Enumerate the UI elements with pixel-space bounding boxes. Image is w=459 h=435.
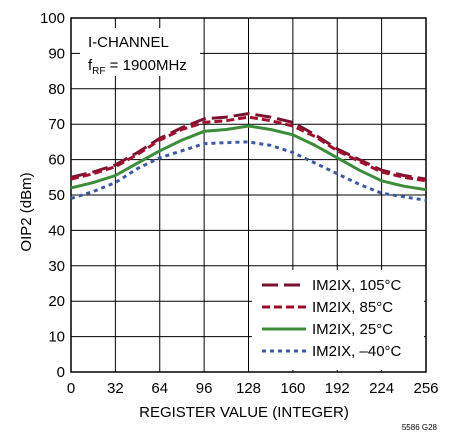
legend: IM2IX, 105°C IM2IX, 85°C IM2IX, 25°C IM2IX,… xyxy=(252,270,424,370)
y-tick-label: 10 xyxy=(48,329,65,346)
plot-frame xyxy=(70,17,427,373)
x-tick-label: 64 xyxy=(151,380,168,397)
annotation-box: I-CHANNEL fRF = 1900MHz xyxy=(80,28,200,77)
y-tick-label: 90 xyxy=(48,45,65,62)
y-tick-label: 20 xyxy=(48,293,65,310)
x-tick-label: 96 xyxy=(196,380,213,397)
annotation-channel: I-CHANNEL xyxy=(88,34,169,51)
y-tick-label: 100 xyxy=(40,10,65,27)
annotation-f: f xyxy=(88,57,93,74)
series-line-2 xyxy=(70,115,427,183)
y-axis-label: OIP2 (dBm) xyxy=(18,172,35,251)
y-tick-label: 60 xyxy=(48,152,65,169)
annotation-frequency: fRF = 1900MHz xyxy=(88,57,187,77)
legend-label-3: IM2IX, 25°C xyxy=(312,321,393,338)
y-tick-label: 80 xyxy=(48,81,65,98)
y-tick-label: 70 xyxy=(48,116,65,133)
y-tick-label: 0 xyxy=(57,364,65,381)
legend-background xyxy=(252,270,424,370)
x-tick-label: 256 xyxy=(413,380,438,397)
legend-label-2: IM2IX, 85°C xyxy=(312,299,393,316)
legend-label-4: IM2IX, –40°C xyxy=(312,343,402,360)
series-line-1 xyxy=(70,112,427,181)
x-tick-label: 160 xyxy=(280,380,305,397)
y-tick-label: 30 xyxy=(48,258,65,275)
annotation-f-sub: RF xyxy=(92,66,105,77)
series-lines xyxy=(70,112,427,202)
x-tick-label: 224 xyxy=(369,380,394,397)
y-axis-ticks: 0 10 20 30 40 50 60 70 80 90 100 xyxy=(40,10,65,381)
x-tick-label: 32 xyxy=(107,380,124,397)
series-line-4 xyxy=(70,140,427,202)
legend-label-1: IM2IX, 105°C xyxy=(312,277,402,294)
x-tick-label: 192 xyxy=(325,380,350,397)
figure-id: 5586 G28 xyxy=(402,423,438,432)
annotation-f-value: = 1900MHz xyxy=(106,57,187,74)
x-axis-ticks: 0 32 64 96 128 160 192 224 256 xyxy=(67,380,439,397)
y-tick-label: 40 xyxy=(48,222,65,239)
x-axis-label: REGISTER VALUE (INTEGER) xyxy=(139,404,349,421)
x-tick-label: 0 xyxy=(67,380,75,397)
x-tick-label: 128 xyxy=(236,380,261,397)
y-tick-label: 50 xyxy=(48,187,65,204)
series-line-3 xyxy=(70,124,427,192)
